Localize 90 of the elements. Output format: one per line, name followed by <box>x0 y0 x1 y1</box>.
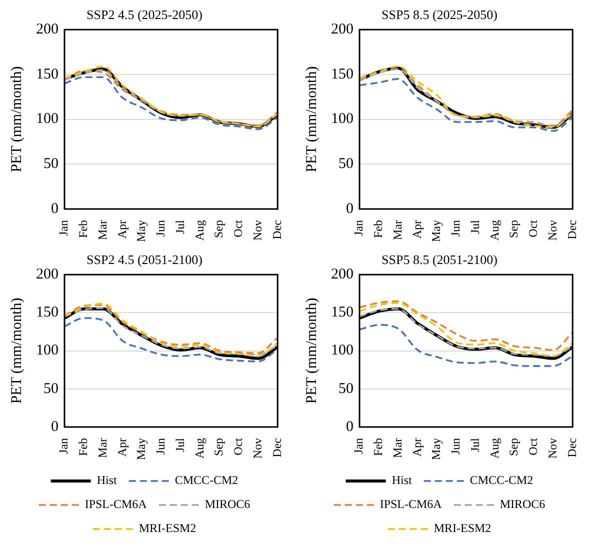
line-series <box>64 317 278 362</box>
x-tick-label: Nov <box>250 220 264 241</box>
x-tick-label: Feb <box>76 438 90 456</box>
x-tick-label: Oct <box>231 437 246 456</box>
y-tick-label: 0 <box>346 418 354 435</box>
y-tick-label: 50 <box>44 380 58 397</box>
x-tick-label: Oct <box>526 219 540 238</box>
x-tick-label: Mar <box>390 220 404 240</box>
x-tick-label: Sep <box>212 438 226 456</box>
x-tick-label: Sep <box>506 438 521 456</box>
x-tick-label: May <box>429 220 444 242</box>
x-tick-label: Nov <box>545 438 560 459</box>
chart-title: SSP5 8.5 (2025-2050) <box>382 7 498 22</box>
legend-label: Hist <box>96 473 118 488</box>
legend-label: CMCC-CM2 <box>174 473 238 488</box>
y-tick-label: 150 <box>331 304 354 321</box>
y-tick-label: 50 <box>44 156 58 172</box>
x-tick-label: Dec <box>270 220 284 240</box>
x-tick-label: Feb <box>371 438 386 456</box>
x-tick-label: Oct <box>526 437 540 456</box>
x-tick-label: Jan <box>352 220 366 236</box>
line-series <box>358 78 574 132</box>
x-tick-label: Sep <box>506 220 521 238</box>
legend-label: MRI-ESM2 <box>434 521 492 536</box>
x-tick-label: Jan <box>56 438 71 454</box>
x-tick-label: Jul <box>468 219 482 234</box>
x-tick-label: Aug <box>487 220 502 241</box>
y-tick-label: 150 <box>36 66 58 82</box>
y-axis-title: PET (mm/month) <box>8 66 25 172</box>
x-tick-label: Aug <box>192 220 206 241</box>
y-axis-title: PET (mm/month) <box>304 66 320 172</box>
legend-label: MIROC6 <box>500 497 546 512</box>
x-tick-label: Sep <box>212 220 226 238</box>
x-tick-label: Dec <box>564 220 579 240</box>
legend-label: MIROC6 <box>204 497 250 512</box>
x-tick-label: Apr <box>410 438 424 457</box>
x-tick-label: Jan <box>56 220 71 236</box>
x-tick-label: Feb <box>76 220 90 238</box>
x-tick-label: Jun <box>448 220 463 237</box>
chart-title: SSP2 4.5 (2025-2050) <box>86 7 202 22</box>
x-tick-label: Jun <box>154 438 168 455</box>
x-tick-label: Jun <box>448 438 463 455</box>
y-tick-label: 0 <box>346 200 354 217</box>
x-tick-label: Jul <box>172 437 187 452</box>
x-tick-label: Mar <box>390 438 404 458</box>
x-tick-label: Aug <box>487 438 502 459</box>
legend-label: CMCC-CM2 <box>470 473 534 488</box>
x-tick-label: Jan <box>352 438 366 454</box>
y-tick-label: 0 <box>51 418 58 435</box>
y-tick-label: 150 <box>36 304 58 321</box>
y-tick-label: 200 <box>36 22 58 38</box>
x-tick-label: May <box>134 220 148 242</box>
x-tick-label: Jun <box>154 220 168 237</box>
x-tick-label: Mar <box>95 438 110 458</box>
x-tick-label: Dec <box>270 438 284 458</box>
y-tick-label: 50 <box>338 156 354 172</box>
line-series <box>64 76 278 130</box>
line-series <box>358 324 574 367</box>
y-axis-title: PET (mm/month) <box>304 298 320 404</box>
x-tick-label: Nov <box>545 220 560 241</box>
legend-label: Hist <box>392 473 412 488</box>
y-tick-label: 0 <box>51 200 58 217</box>
x-tick-label: Aug <box>192 438 206 459</box>
x-tick-label: Jul <box>172 219 187 234</box>
x-tick-label: Jul <box>468 437 482 452</box>
chart-title: SSP5 8.5 (2051-2100) <box>382 252 498 268</box>
legend-label: IPSL-CM6A <box>380 497 442 512</box>
x-tick-label: Oct <box>231 219 246 238</box>
chart-title: SSP2 4.5 (2051-2100) <box>86 252 202 268</box>
legend-label: MRI-ESM2 <box>138 521 196 536</box>
x-tick-label: Apr <box>114 220 129 239</box>
x-tick-label: May <box>134 438 148 460</box>
y-tick-label: 100 <box>36 342 58 359</box>
x-tick-label: Apr <box>114 438 129 457</box>
y-tick-label: 100 <box>331 342 354 359</box>
x-tick-label: Nov <box>250 438 264 459</box>
y-tick-label: 100 <box>36 111 58 128</box>
y-tick-label: 200 <box>36 266 58 283</box>
y-tick-label: 150 <box>331 66 354 82</box>
y-axis-title: PET (mm/month) <box>8 298 25 404</box>
y-tick-label: 50 <box>338 380 354 397</box>
legend-label: IPSL-CM6A <box>84 497 148 512</box>
x-tick-label: Feb <box>371 220 386 238</box>
y-tick-label: 200 <box>331 266 354 283</box>
y-tick-label: 100 <box>331 111 354 128</box>
x-tick-label: Mar <box>95 220 110 240</box>
x-tick-label: Dec <box>564 438 579 458</box>
x-tick-label: Apr <box>410 220 424 239</box>
x-tick-label: May <box>429 438 444 460</box>
y-tick-label: 200 <box>331 22 354 38</box>
